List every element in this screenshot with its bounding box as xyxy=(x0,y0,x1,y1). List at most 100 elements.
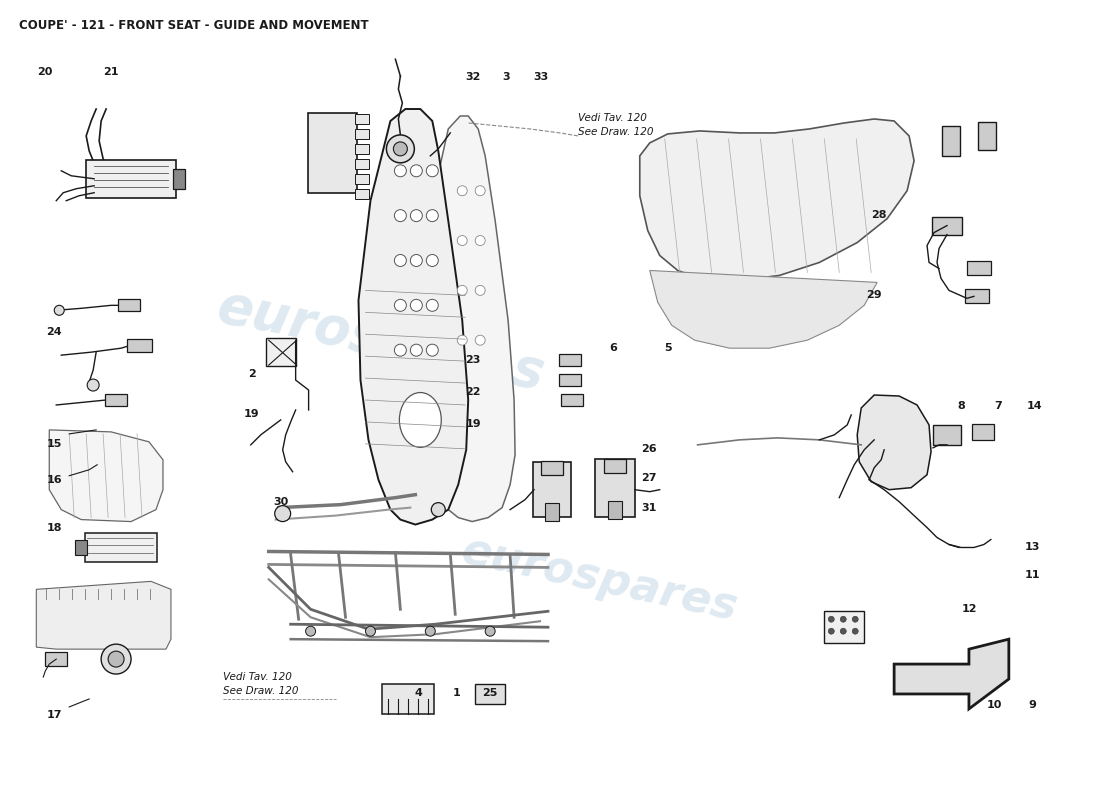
Circle shape xyxy=(365,626,375,636)
Bar xyxy=(355,174,370,184)
Bar xyxy=(173,169,185,189)
Text: eurospares: eurospares xyxy=(212,280,549,400)
Bar xyxy=(559,354,581,366)
Bar xyxy=(475,684,505,704)
Text: 12: 12 xyxy=(961,604,977,614)
Circle shape xyxy=(386,135,415,163)
Text: 1: 1 xyxy=(453,688,461,698)
Bar xyxy=(383,684,434,714)
Bar xyxy=(932,217,962,234)
Text: 11: 11 xyxy=(1025,570,1041,580)
Circle shape xyxy=(475,335,485,345)
Text: 19: 19 xyxy=(244,410,260,419)
Text: 14: 14 xyxy=(1027,402,1043,411)
Text: 23: 23 xyxy=(465,355,481,365)
Circle shape xyxy=(306,626,316,636)
Circle shape xyxy=(410,254,422,266)
Bar xyxy=(967,262,991,275)
Text: 19: 19 xyxy=(465,419,481,429)
Circle shape xyxy=(395,165,406,177)
Bar xyxy=(85,533,157,562)
Bar xyxy=(355,144,370,154)
Text: 29: 29 xyxy=(866,290,881,300)
Circle shape xyxy=(427,344,438,356)
Bar xyxy=(266,338,296,366)
Polygon shape xyxy=(36,582,170,649)
Circle shape xyxy=(431,502,446,517)
Ellipse shape xyxy=(399,393,441,447)
Circle shape xyxy=(852,628,858,634)
Circle shape xyxy=(395,254,406,266)
Circle shape xyxy=(852,616,858,622)
Bar xyxy=(972,424,994,440)
Circle shape xyxy=(410,165,422,177)
Bar xyxy=(561,394,583,406)
Circle shape xyxy=(475,186,485,196)
Text: 32: 32 xyxy=(465,72,481,82)
Bar xyxy=(355,189,370,198)
Bar xyxy=(541,461,563,474)
Text: 27: 27 xyxy=(641,473,657,483)
Polygon shape xyxy=(650,270,877,348)
Circle shape xyxy=(458,286,468,295)
Circle shape xyxy=(395,344,406,356)
Bar xyxy=(75,539,87,555)
Text: See Draw. 120: See Draw. 120 xyxy=(578,127,653,137)
Text: 22: 22 xyxy=(465,387,481,397)
Circle shape xyxy=(458,235,468,246)
Circle shape xyxy=(828,628,834,634)
Bar xyxy=(355,114,370,124)
Circle shape xyxy=(394,142,407,156)
Circle shape xyxy=(395,299,406,311)
Bar xyxy=(45,652,67,666)
Circle shape xyxy=(410,344,422,356)
Text: 24: 24 xyxy=(46,327,62,338)
Text: 20: 20 xyxy=(37,66,53,77)
Circle shape xyxy=(427,165,438,177)
Circle shape xyxy=(427,254,438,266)
Text: 10: 10 xyxy=(987,699,1002,710)
Text: 26: 26 xyxy=(641,445,657,454)
Polygon shape xyxy=(894,639,1009,709)
Text: 17: 17 xyxy=(46,710,62,720)
Bar xyxy=(86,160,176,198)
Text: 15: 15 xyxy=(46,439,62,449)
Polygon shape xyxy=(420,116,515,522)
Bar xyxy=(965,290,989,303)
Text: 5: 5 xyxy=(664,343,672,353)
Circle shape xyxy=(275,506,290,522)
Bar xyxy=(126,338,152,352)
Text: 33: 33 xyxy=(534,72,549,82)
Polygon shape xyxy=(857,395,931,490)
Text: 31: 31 xyxy=(641,502,657,513)
Text: 16: 16 xyxy=(46,474,62,485)
Text: 25: 25 xyxy=(482,688,497,698)
Circle shape xyxy=(458,335,468,345)
Circle shape xyxy=(475,235,485,246)
Circle shape xyxy=(840,616,846,622)
Circle shape xyxy=(458,186,468,196)
Bar xyxy=(355,159,370,169)
Polygon shape xyxy=(640,119,914,281)
Text: 3: 3 xyxy=(503,72,510,82)
Bar xyxy=(933,425,961,445)
Text: 13: 13 xyxy=(1025,542,1041,553)
Bar xyxy=(978,122,996,150)
Circle shape xyxy=(54,306,64,315)
Text: eurospares: eurospares xyxy=(458,529,742,630)
Bar xyxy=(824,611,865,643)
Bar xyxy=(355,129,370,139)
Circle shape xyxy=(427,210,438,222)
Circle shape xyxy=(485,626,495,636)
Circle shape xyxy=(427,299,438,311)
Polygon shape xyxy=(359,109,469,525)
Circle shape xyxy=(840,628,846,634)
Bar xyxy=(106,394,128,406)
Circle shape xyxy=(410,299,422,311)
Text: See Draw. 120: See Draw. 120 xyxy=(223,686,298,696)
Text: 18: 18 xyxy=(46,522,62,533)
Text: 6: 6 xyxy=(609,343,617,353)
Text: 30: 30 xyxy=(274,497,289,507)
Bar xyxy=(544,502,559,521)
Circle shape xyxy=(410,210,422,222)
